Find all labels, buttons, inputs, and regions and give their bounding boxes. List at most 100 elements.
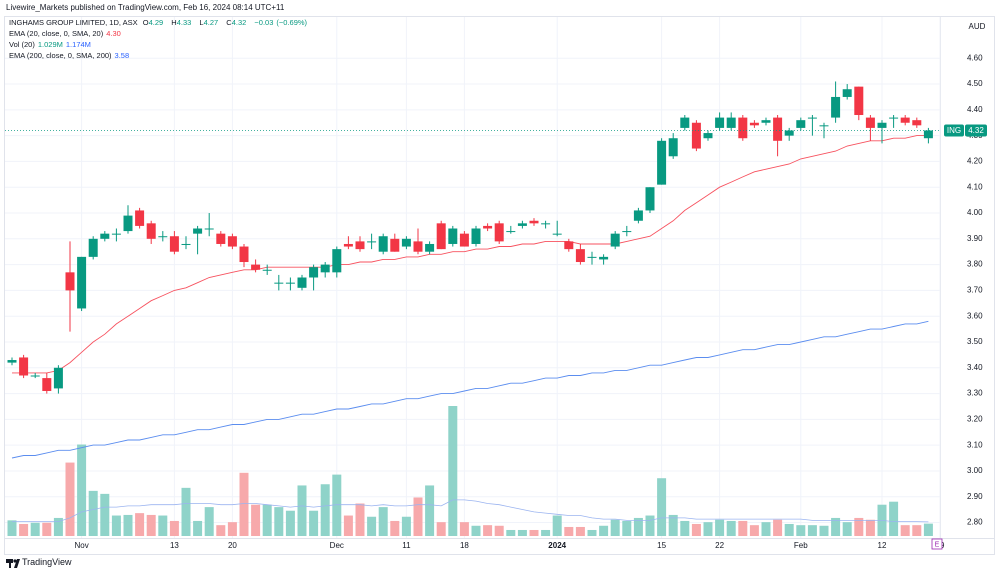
candle-body <box>807 117 817 119</box>
volume-bar <box>343 515 353 536</box>
volume-bar <box>262 504 272 536</box>
candle-body <box>262 269 272 271</box>
candle-body <box>854 86 864 116</box>
candle-body <box>19 357 29 376</box>
candle-body <box>761 120 771 123</box>
candle-body <box>564 241 574 250</box>
candle-body <box>552 233 562 235</box>
volume-bar <box>471 525 481 536</box>
candle-body <box>900 117 910 123</box>
volume-bar <box>19 523 29 536</box>
candle-body <box>749 122 759 126</box>
candle-body <box>865 117 875 128</box>
volume-bar <box>53 517 63 536</box>
volume-bar <box>529 529 539 536</box>
x-tick-label: 20 <box>228 541 237 550</box>
y-tick-label: 3.60 <box>967 311 983 320</box>
volume-bar <box>251 504 261 536</box>
volume-bar <box>42 522 52 536</box>
volume-bar <box>320 484 330 536</box>
open-value: 4.29 <box>148 18 164 27</box>
volume-bar <box>216 525 226 536</box>
y-tick-label: 2.80 <box>967 518 983 527</box>
y-tick-label: 3.90 <box>967 234 983 243</box>
candle-body <box>343 243 353 247</box>
ema200-value: 3.58 <box>114 51 130 60</box>
candle-body <box>517 223 527 226</box>
y-tick-label: 4.10 <box>967 182 983 191</box>
volume-bar <box>564 526 574 536</box>
candle-body <box>645 187 655 211</box>
candle-body <box>30 375 40 377</box>
volume-bar <box>204 507 214 536</box>
candle-body <box>355 241 365 250</box>
volume-bar <box>552 515 562 536</box>
volume-bar <box>506 529 516 536</box>
grid <box>5 17 941 538</box>
volume-bar <box>285 510 295 536</box>
volume-bar <box>135 513 145 536</box>
y-tick-label: 3.30 <box>967 389 983 398</box>
volume-bar <box>401 516 411 536</box>
volume-ma-line <box>12 499 929 523</box>
x-tick-label: 13 <box>170 541 179 550</box>
volume-bar <box>691 523 701 536</box>
earnings-marker-bg <box>931 538 943 550</box>
candle-body <box>367 241 377 243</box>
volume-bar <box>355 503 365 536</box>
x-tick-label: 2024 <box>548 541 566 550</box>
volume-bar <box>923 523 933 536</box>
candle-body <box>506 231 516 233</box>
volume-bar <box>459 522 469 536</box>
volume-bar <box>7 520 17 536</box>
volume-bar <box>715 519 725 536</box>
candle-body <box>842 89 852 97</box>
volume-bar <box>517 529 527 536</box>
candle-body <box>100 233 110 239</box>
candle-body <box>483 225 493 229</box>
frame <box>4 16 995 555</box>
x-tick-label: 18 <box>460 541 469 550</box>
brand-logo <box>6 559 20 568</box>
x-tick-label: 22 <box>715 541 724 550</box>
volume-bar <box>831 517 841 536</box>
legend-row: INGHAMS GROUP LIMITED, 1D, ASX O4.29 H4.… <box>9 17 310 28</box>
volume-bar <box>633 517 643 536</box>
y-tick-label: 3.80 <box>967 260 983 269</box>
high-label: H <box>171 18 177 27</box>
volume-bar <box>123 514 133 536</box>
volume-bar <box>796 525 806 536</box>
x-tick-label: Nov <box>74 541 88 550</box>
ohlc: O4.29 <box>143 18 166 27</box>
change-percent: (−0.69%) <box>276 18 308 27</box>
ohlc: L4.27 <box>199 18 221 27</box>
candle-body <box>715 117 725 128</box>
candle-body <box>135 210 145 226</box>
volume-bar <box>158 515 168 536</box>
volume-bar <box>726 520 736 536</box>
volume-bar <box>390 520 400 536</box>
volume-bar <box>541 529 551 536</box>
y-tick-label: 4.60 <box>967 53 983 62</box>
candle-body <box>285 282 295 284</box>
candle-body <box>657 140 667 185</box>
volume-bar <box>65 462 75 536</box>
volume-bar <box>169 520 179 536</box>
volume-bar <box>645 515 655 536</box>
volume-bar <box>297 485 307 536</box>
candle-body <box>610 233 620 247</box>
indicator-lines <box>11 135 929 523</box>
x-tick-label: 11 <box>402 541 411 550</box>
candle-body <box>146 223 156 239</box>
candle-body <box>111 233 121 235</box>
x-tick-label: 12 <box>878 541 887 550</box>
candle-body <box>204 228 214 230</box>
y-tick-label: 3.00 <box>967 466 983 475</box>
volume-bar <box>274 507 284 536</box>
volume-bar <box>912 525 922 536</box>
volume-bar <box>146 514 156 536</box>
volume-bar <box>494 525 504 536</box>
candle-body <box>390 238 400 252</box>
ohlc: C4.32 <box>226 18 249 27</box>
y-tick-label: 3.70 <box>967 286 983 295</box>
